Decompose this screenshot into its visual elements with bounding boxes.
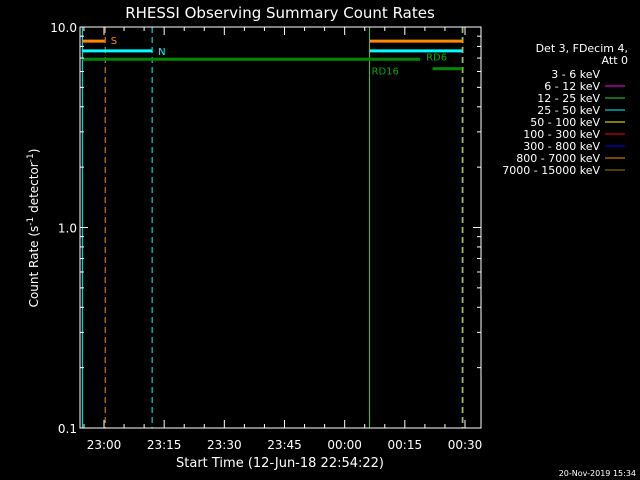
legend-entry-label: 7000 - 15000 keV	[502, 164, 600, 177]
legend-entry-label: 300 - 800 keV	[523, 140, 600, 153]
y-axis-label-main: Count Rate (s	[27, 226, 41, 308]
legend-entry-label: 50 - 100 keV	[530, 116, 600, 129]
x-tick-label: 23:00	[87, 438, 122, 452]
legend-entry-label: 3 - 6 keV	[551, 68, 600, 81]
legend-entry-label: 800 - 7000 keV	[516, 152, 600, 165]
legend-entry-label: 25 - 50 keV	[537, 104, 600, 117]
flag-label-rd16: RD16	[372, 67, 399, 78]
legend-entry-label: 6 - 12 keV	[544, 80, 600, 93]
legend-entry-label: 12 - 25 keV	[537, 92, 600, 105]
x-tick-label: 23:45	[267, 438, 302, 452]
y-axis-label-sup2: -1	[26, 153, 36, 162]
footer-date: 20-Nov-2019 15:34	[559, 469, 636, 478]
x-axis-label: Start Time (12-Jun-18 22:54:22)	[176, 456, 384, 471]
y-axis-label: Count Rate (s-1 detector-1)	[26, 149, 41, 308]
y-tick-label: 0.1	[58, 422, 77, 436]
y-axis-label-mid: detector	[27, 162, 41, 217]
x-tick-label: 23:15	[147, 438, 182, 452]
x-tick-label: 00:15	[388, 438, 423, 452]
y-axis-label-end: )	[27, 149, 41, 154]
x-tick-label: 00:00	[327, 438, 362, 452]
y-tick-label: 1.0	[58, 222, 77, 236]
flag-label-rd6: RD6	[426, 52, 447, 63]
legend-header-1: Det 3, FDecim 4,	[536, 42, 628, 55]
chart-title: RHESSI Observing Summary Count Rates	[125, 4, 435, 22]
plot-area: S N RD6 RD16	[81, 27, 464, 428]
y-axis-label-sup1: -1	[26, 217, 36, 226]
legend-entry-label: 100 - 300 keV	[523, 128, 600, 141]
x-axis: 23:00 23:15 23:30 23:45 00:00 00:15 00:30	[83, 27, 483, 452]
y-tick-label: 10.0	[50, 21, 77, 35]
legend-header-2: Att 0	[602, 54, 628, 67]
flag-label-n: N	[158, 47, 165, 58]
flag-label-s: S	[111, 36, 117, 47]
x-tick-label: 00:30	[448, 438, 483, 452]
y-axis: 0.1 1.0 10.0	[50, 21, 481, 436]
x-tick-label: 23:30	[207, 438, 242, 452]
